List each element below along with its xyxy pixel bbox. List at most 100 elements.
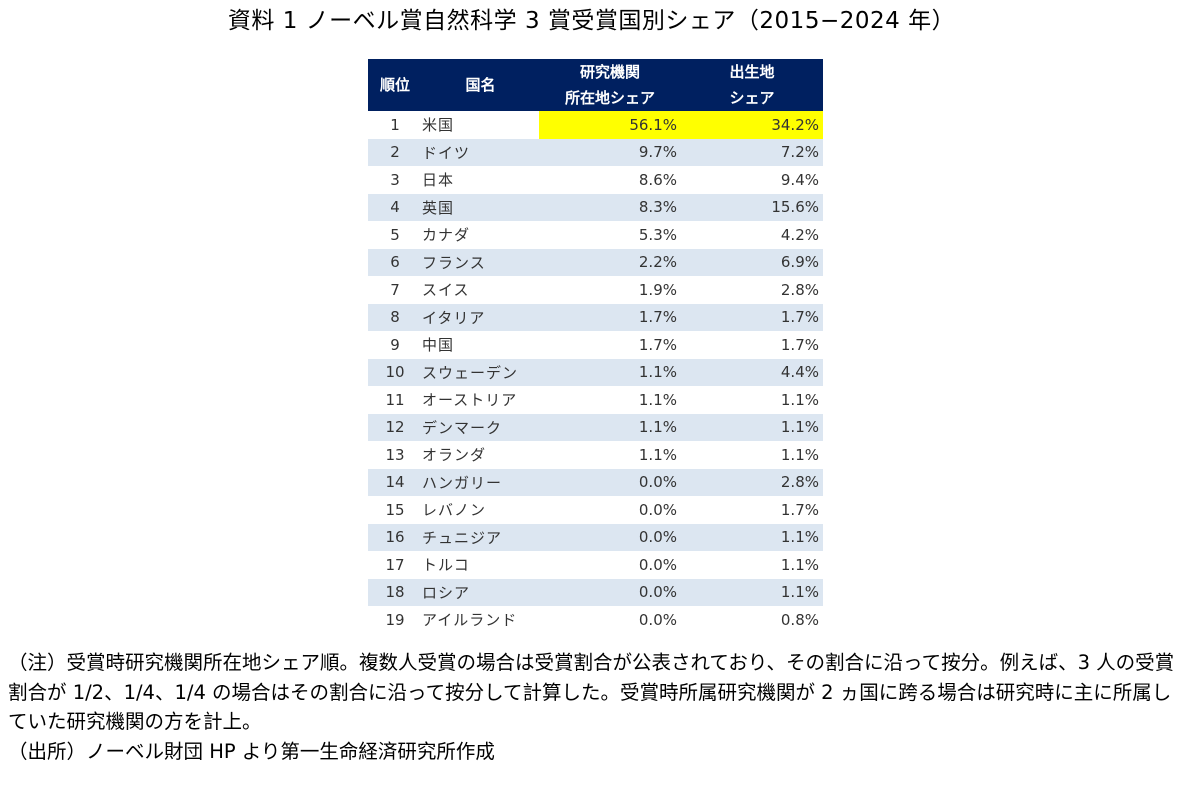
birthplace-share-cell: 6.9% bbox=[681, 248, 823, 276]
rank-cell: 13 bbox=[385, 445, 405, 464]
rank-cell: 9 bbox=[390, 335, 400, 354]
country-cell: デンマーク bbox=[422, 413, 539, 441]
table-row: 3 日本 8.6% 9.4% bbox=[368, 166, 823, 194]
institution-share-cell: 8.3% bbox=[539, 193, 681, 221]
birthplace-share-cell: 2.8% bbox=[780, 280, 819, 299]
rank-cell: 17 bbox=[385, 555, 405, 574]
rank-cell: 10 bbox=[368, 358, 422, 386]
header-birthplace-line2: シェア bbox=[729, 89, 775, 107]
table-row: 17 トルコ 0.0% 1.1% bbox=[368, 551, 823, 579]
header-birthplace-share: 出生地 シェア bbox=[681, 59, 823, 111]
birthplace-share-cell: 0.8% bbox=[780, 610, 819, 629]
rank-cell: 1 bbox=[390, 115, 400, 134]
table-row: 11 オーストリア 1.1% 1.1% bbox=[368, 386, 823, 414]
table-row: 1 米国 56.1% 34.2% bbox=[368, 111, 823, 139]
institution-share-cell: 9.7% bbox=[539, 138, 681, 166]
country-cell: チュニジア bbox=[422, 523, 539, 551]
birthplace-share-cell: 1.1% bbox=[780, 445, 819, 464]
table-row: 4 英国 8.3% 15.6% bbox=[368, 193, 823, 221]
rank-cell: 6 bbox=[368, 248, 422, 276]
institution-share-cell: 0.0% bbox=[638, 555, 677, 574]
header-country: 国名 bbox=[422, 59, 539, 111]
table-row: 12 デンマーク 1.1% 1.1% bbox=[368, 413, 823, 441]
birthplace-share-cell: 34.2% bbox=[681, 111, 823, 139]
table-row: 15 レバノン 0.0% 1.7% bbox=[368, 496, 823, 524]
rank-cell: 18 bbox=[368, 578, 422, 606]
institution-share-cell: 5.3% bbox=[638, 225, 677, 244]
country-cell: 日本 bbox=[422, 171, 455, 190]
institution-share-cell: 0.0% bbox=[638, 500, 677, 519]
rank-cell: 16 bbox=[368, 523, 422, 551]
country-cell: オランダ bbox=[422, 446, 487, 465]
country-cell: ロシア bbox=[422, 578, 539, 606]
header-institution-line1: 研究機関 bbox=[579, 63, 640, 81]
country-cell: 米国 bbox=[422, 116, 455, 135]
table-row: 13 オランダ 1.1% 1.1% bbox=[368, 441, 823, 469]
country-cell: オーストリア bbox=[422, 391, 518, 410]
table-header: 順位 国名 研究機関 所在地シェア 出生地 シェア bbox=[368, 59, 823, 111]
page-title: 資料 1 ノーベル賞自然科学 3 賞受賞国別シェア（2015−2024 年） bbox=[227, 8, 956, 34]
table-row: 19 アイルランド 0.0% 0.8% bbox=[368, 606, 823, 634]
rank-cell: 15 bbox=[385, 500, 405, 519]
institution-share-cell: 0.0% bbox=[539, 468, 681, 496]
institution-share-cell: 1.9% bbox=[638, 280, 677, 299]
institution-share-cell: 1.1% bbox=[638, 390, 677, 409]
country-cell: カナダ bbox=[422, 226, 471, 245]
birthplace-share-cell: 9.4% bbox=[780, 170, 819, 189]
institution-share-cell: 8.6% bbox=[638, 170, 677, 189]
rank-cell: 3 bbox=[390, 170, 400, 189]
birthplace-share-cell: 1.1% bbox=[681, 578, 823, 606]
country-cell: 中国 bbox=[422, 336, 455, 355]
institution-share-cell: 1.1% bbox=[638, 445, 677, 464]
country-cell: スイス bbox=[422, 281, 470, 300]
institution-share-cell: 0.0% bbox=[539, 523, 681, 551]
birthplace-share-cell: 1.7% bbox=[780, 335, 819, 354]
birthplace-share-cell: 2.8% bbox=[681, 468, 823, 496]
source-text: （出所）ノーベル財団 HP より第一生命経済研究所作成 bbox=[8, 739, 495, 763]
birthplace-share-cell: 1.1% bbox=[681, 523, 823, 551]
birthplace-share-cell: 15.6% bbox=[681, 193, 823, 221]
table-row: 5 カナダ 5.3% 4.2% bbox=[368, 221, 823, 249]
table-row: 10 スウェーデン 1.1% 4.4% bbox=[368, 358, 823, 386]
rank-cell: 19 bbox=[385, 610, 405, 629]
header-institution-line2: 所在地シェア bbox=[564, 89, 655, 107]
birthplace-share-cell: 1.1% bbox=[780, 390, 819, 409]
table-row: 7 スイス 1.9% 2.8% bbox=[368, 276, 823, 304]
table-row: 16 チュニジア 0.0% 1.1% bbox=[368, 523, 823, 551]
country-cell: ハンガリー bbox=[422, 468, 539, 496]
rank-cell: 2 bbox=[368, 138, 422, 166]
footnotes: （注）受賞時研究機関所在地シェア順。複数人受賞の場合は受賞割合が公表されており、… bbox=[8, 648, 1178, 766]
table-row: 9 中国 1.7% 1.7% bbox=[368, 331, 823, 359]
header-birthplace-line1: 出生地 bbox=[729, 63, 775, 81]
table-row: 2 ドイツ 9.7% 7.2% bbox=[368, 138, 823, 166]
institution-share-cell: 1.1% bbox=[539, 413, 681, 441]
rank-cell: 12 bbox=[368, 413, 422, 441]
birthplace-share-cell: 1.7% bbox=[681, 303, 823, 331]
institution-share-cell: 1.7% bbox=[638, 335, 677, 354]
institution-share-cell: 0.0% bbox=[638, 610, 677, 629]
rank-cell: 5 bbox=[390, 225, 400, 244]
country-cell: 英国 bbox=[422, 193, 539, 221]
country-cell: ドイツ bbox=[422, 138, 539, 166]
birthplace-share-cell: 1.7% bbox=[780, 500, 819, 519]
note-text: （注）受賞時研究機関所在地シェア順。複数人受賞の場合は受賞割合が公表されており、… bbox=[8, 651, 1175, 733]
country-cell: トルコ bbox=[422, 556, 470, 575]
rank-cell: 8 bbox=[368, 303, 422, 331]
birthplace-share-cell: 4.4% bbox=[681, 358, 823, 386]
institution-share-cell: 1.7% bbox=[539, 303, 681, 331]
country-cell: スウェーデン bbox=[422, 358, 539, 386]
institution-share-cell: 1.1% bbox=[539, 358, 681, 386]
institution-share-cell: 0.0% bbox=[539, 578, 681, 606]
country-cell: イタリア bbox=[422, 303, 539, 331]
country-cell: レバノン bbox=[422, 501, 487, 520]
birthplace-share-cell: 4.2% bbox=[780, 225, 819, 244]
rank-cell: 11 bbox=[385, 390, 405, 409]
header-institution-share: 研究機関 所在地シェア bbox=[539, 59, 681, 111]
table-row: 6 フランス 2.2% 6.9% bbox=[368, 248, 823, 276]
rank-cell: 4 bbox=[368, 193, 422, 221]
institution-share-cell: 56.1% bbox=[539, 111, 681, 139]
country-share-table: 順位 国名 研究機関 所在地シェア 出生地 シェア 1 米国 56.1% 34.2% 2… bbox=[368, 59, 823, 634]
birthplace-share-cell: 1.1% bbox=[780, 555, 819, 574]
institution-share-cell: 2.2% bbox=[539, 248, 681, 276]
rank-cell: 14 bbox=[368, 468, 422, 496]
